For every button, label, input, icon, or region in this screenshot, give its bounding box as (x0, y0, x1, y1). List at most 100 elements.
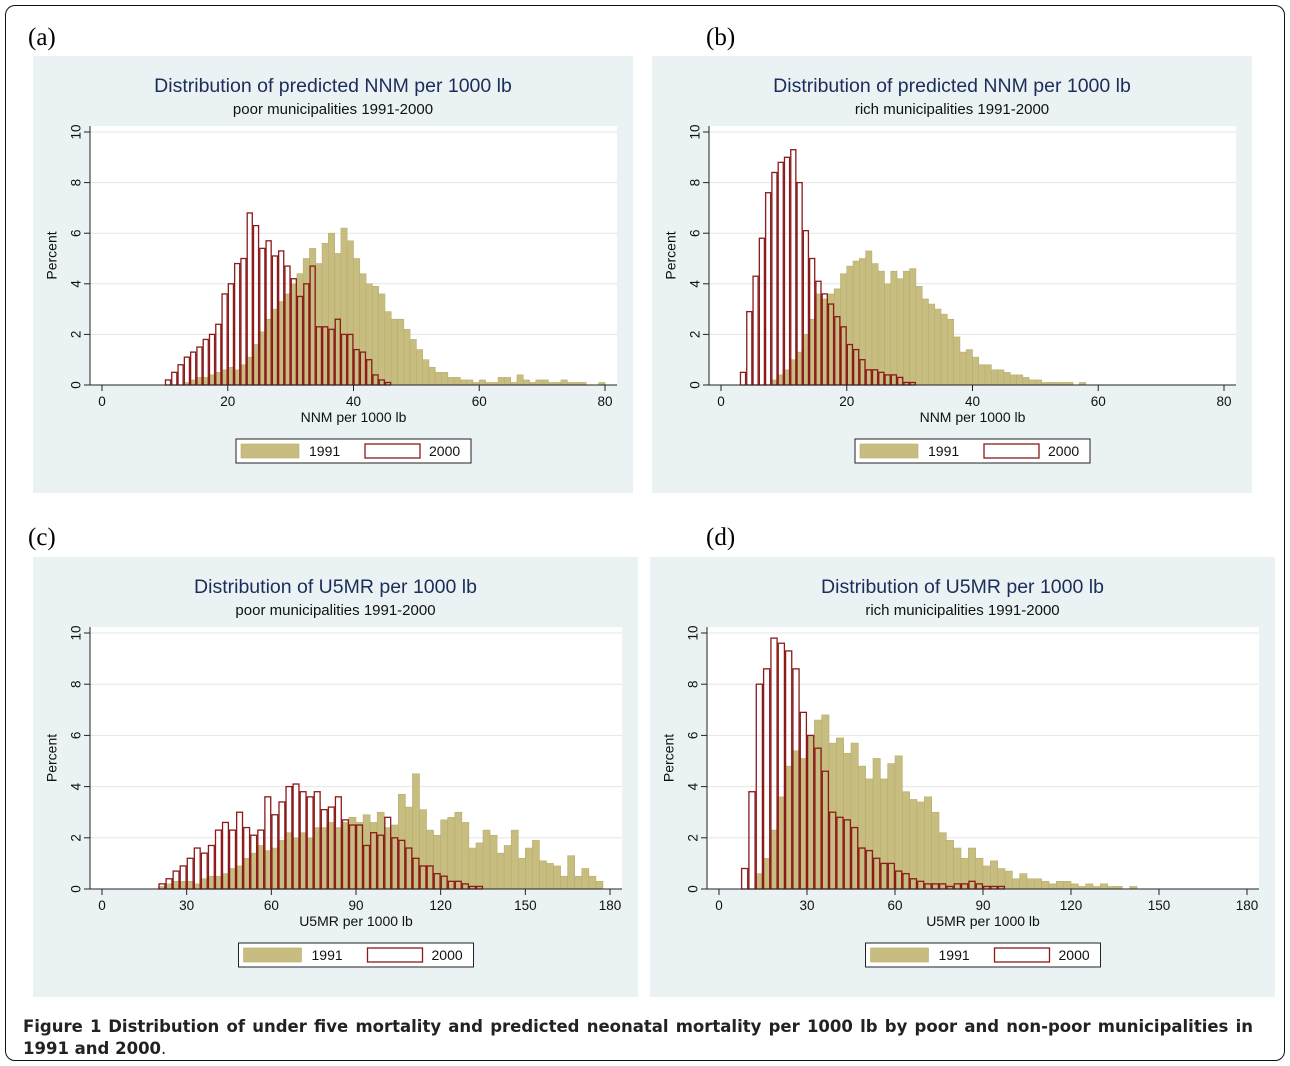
bar-1991 (896, 278, 904, 386)
bar-1991 (1085, 883, 1094, 890)
y-tick-label: 2 (69, 331, 84, 339)
bar-1991 (1016, 374, 1024, 386)
bar-1991 (1063, 881, 1072, 890)
bar-1991 (453, 377, 461, 386)
legend-swatch-1991 (870, 947, 929, 963)
y-tick-label: 0 (686, 885, 701, 893)
bar-1991 (522, 379, 530, 386)
bar-1991 (903, 270, 910, 386)
x-tick-label: 60 (264, 898, 279, 913)
bar-1991 (468, 847, 477, 890)
legend-label-2000: 2000 (432, 947, 463, 963)
bar-1991 (434, 372, 442, 386)
legend-label-1991: 1991 (309, 443, 340, 459)
bar-1991 (541, 379, 549, 386)
y-tick-label: 4 (69, 280, 84, 288)
caption-figure-label: Figure 1 (23, 1017, 102, 1036)
bar-1991 (884, 283, 892, 386)
chart-title: Distribution of U5MR per 1000 lb (821, 576, 1104, 598)
chart-subtitle: poor municipalities 1991-2000 (235, 602, 435, 619)
bar-1991 (909, 268, 917, 386)
bar-1991 (931, 811, 940, 890)
bar-1991 (934, 308, 942, 386)
y-tick-label: 4 (686, 782, 701, 790)
legend-label-2000: 2000 (1059, 947, 1090, 963)
x-tick-label: 150 (1148, 898, 1171, 913)
y-tick-label: 6 (69, 732, 84, 740)
bar-1991 (946, 840, 954, 890)
y-tick-label: 8 (69, 680, 84, 688)
x-tick-label: 20 (220, 394, 235, 409)
bar-1991 (525, 847, 533, 890)
y-tick-label: 10 (69, 625, 84, 640)
bar-1991 (482, 829, 491, 890)
x-tick-label: 80 (597, 394, 612, 409)
bar-1991 (384, 311, 392, 386)
bar-1991 (1026, 878, 1035, 890)
bar-1991 (1009, 374, 1017, 386)
bar-1991 (510, 829, 519, 890)
bar-1991 (916, 801, 925, 890)
bar-1991 (461, 822, 470, 890)
bar-1991 (1035, 379, 1042, 386)
bar-1991 (447, 817, 456, 890)
x-tick-label: 40 (346, 394, 361, 409)
bar-1991 (894, 755, 903, 890)
chart-panel-c: Distribution of U5MR per 1000 lb poor mun… (33, 557, 638, 997)
bar-1991 (938, 832, 947, 890)
bar-1991 (909, 799, 918, 890)
bar-1991 (460, 379, 467, 386)
x-tick-label: 120 (1060, 898, 1083, 913)
bar-1991 (546, 863, 554, 890)
legend-swatch-2000 (983, 443, 1040, 459)
chart-svg: Distribution of U5MR per 1000 lb poor mun… (44, 576, 622, 968)
bar-1991 (890, 270, 898, 386)
bar-1991 (475, 842, 484, 890)
x-axis-label: U5MR per 1000 lb (926, 913, 1040, 929)
bar-1991 (1100, 883, 1108, 890)
y-tick-label: 8 (69, 179, 84, 187)
bar-1991 (984, 364, 992, 386)
legend-label-2000: 2000 (429, 443, 460, 459)
plot-area (709, 126, 1236, 385)
x-tick-label: 30 (799, 898, 814, 913)
bar-1991 (454, 811, 463, 890)
chart-subtitle: poor municipalities 1991-2000 (233, 101, 433, 118)
y-tick-label: 4 (69, 782, 84, 790)
bar-1991 (1070, 883, 1079, 890)
bar-1991 (581, 868, 590, 890)
x-tick-label: 0 (715, 898, 723, 913)
bar-1991 (1019, 873, 1028, 890)
y-tick-label: 8 (688, 179, 703, 187)
bar-1991 (496, 852, 505, 890)
bar-1991 (422, 359, 430, 386)
x-tick-label: 40 (965, 394, 980, 409)
x-tick-label: 120 (429, 898, 452, 913)
legend-swatch-1991 (859, 443, 919, 459)
legend-label-1991: 1991 (312, 947, 343, 963)
legend-swatch-2000 (993, 947, 1051, 963)
x-tick-label: 90 (975, 898, 990, 913)
bar-1991 (940, 313, 948, 386)
bar-1991 (877, 270, 885, 386)
panel-letter-a: (a) (28, 24, 56, 51)
bar-1991 (409, 339, 417, 386)
caption-text: Distribution of under five mortality and… (23, 1017, 1253, 1058)
y-tick-label: 6 (686, 732, 701, 740)
bar-1991 (560, 875, 568, 890)
chart-title: Distribution of predicted NNM per 1000 l… (154, 75, 512, 97)
legend-swatch-2000 (364, 443, 421, 459)
bar-1991 (504, 377, 511, 386)
bar-1991 (416, 349, 423, 386)
bar-1991 (447, 377, 455, 386)
x-tick-label: 150 (514, 898, 537, 913)
bar-1991 (535, 379, 543, 386)
y-tick-label: 6 (69, 229, 84, 237)
bar-1991 (865, 250, 873, 386)
panel-letter-c: (c) (28, 524, 56, 551)
x-tick-label: 60 (887, 898, 902, 913)
bar-1991 (1003, 372, 1011, 386)
panel-letter-b: (b) (706, 24, 736, 51)
x-tick-label: 60 (1091, 394, 1106, 409)
panel-letter-d: (d) (706, 524, 736, 551)
